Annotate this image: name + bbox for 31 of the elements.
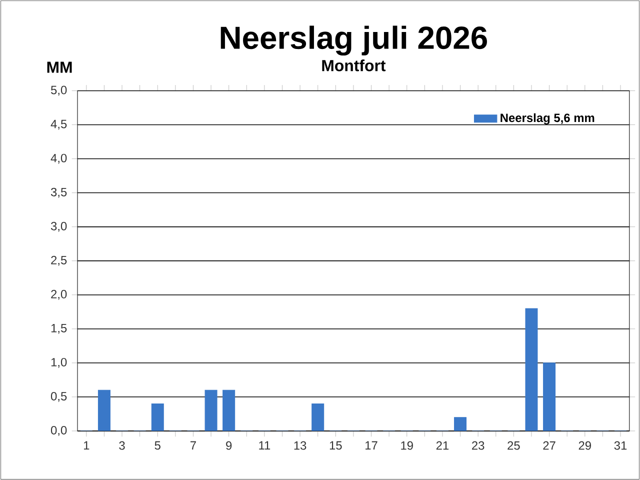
x-tick-label: 17 <box>366 441 378 450</box>
x-tick-label: 15 <box>330 441 342 450</box>
y-tick-label: 3,0 <box>50 222 67 232</box>
x-tick-label: 3 <box>119 441 125 450</box>
y-tick-label: 2,5 <box>51 256 67 266</box>
y-tick-label: 5,0 <box>50 86 67 96</box>
y-tick-label: 2,0 <box>51 290 67 300</box>
y-tick-label: 4,0 <box>50 154 67 164</box>
x-tick-label: 9 <box>226 441 232 450</box>
x-tick-label: 13 <box>294 441 306 450</box>
x-tick-label: 29 <box>578 441 591 450</box>
x-tick-label: 25 <box>508 441 520 450</box>
y-tick-label: 1,0 <box>51 358 67 368</box>
y-tick-label: 0,5 <box>50 392 67 402</box>
x-tick-label: 7 <box>190 441 196 450</box>
x-tick-label: 19 <box>401 441 413 450</box>
x-tick-label: 11 <box>259 441 270 450</box>
chart-subtitle: Montfort <box>322 60 386 72</box>
y-axis-title: MM <box>47 62 72 73</box>
x-tick-label: 23 <box>472 441 484 450</box>
x-tick-label: 5 <box>154 441 160 450</box>
legend-label: Neerslag 5,6 mm <box>500 113 594 124</box>
x-tick-label: 31 <box>614 441 627 450</box>
x-tick-label: 1 <box>84 441 90 450</box>
x-tick-label: 27 <box>543 441 556 450</box>
y-tick-label: 3,5 <box>50 188 67 198</box>
x-tick-label: 21 <box>436 441 449 450</box>
y-tick-label: 0,0 <box>50 426 67 436</box>
chart-title: Neerslag juli 2026 <box>220 26 487 56</box>
y-tick-label: 1,5 <box>51 324 67 334</box>
y-tick-label: 4,5 <box>50 120 67 130</box>
